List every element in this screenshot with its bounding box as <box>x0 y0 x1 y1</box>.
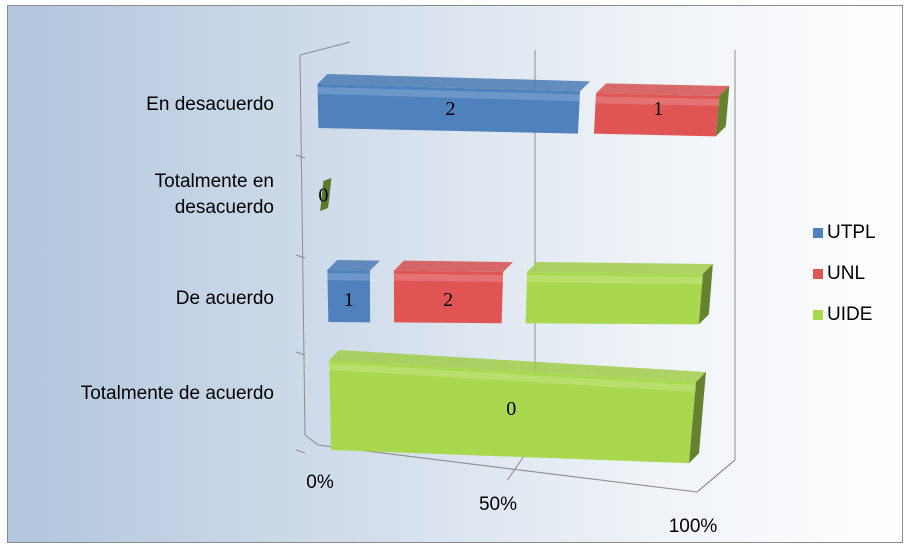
bar-segment-uide-totalmente-en-desacuerdo <box>320 178 332 211</box>
x-tick-50: 50% <box>479 494 517 515</box>
x-tick-labels: 0% 50% 100% <box>306 472 717 537</box>
data-label-utpl-en-desacuerdo: 2 <box>445 98 455 120</box>
bar-segment-utpl-en-desacuerdo <box>317 84 581 134</box>
category-label-totalmente-de-acuerdo: Totalmente de acuerdo <box>81 383 274 404</box>
legend-label-utpl: UTPL <box>827 222 876 243</box>
category-labels: En desacuerdo Totalmente en desacuerdo De a… <box>81 94 274 404</box>
bar-top-uide-de-acuerdo <box>527 262 713 274</box>
bar-segment-unl-de-acuerdo <box>393 270 504 324</box>
legend-swatch-utpl <box>813 228 823 238</box>
legend-label-unl: UNL <box>827 263 865 284</box>
bar-end-totalmente-de-acuerdo <box>689 372 706 464</box>
x-tick-100: 100% <box>669 516 718 537</box>
bar-top-unl-de-acuerdo <box>393 260 514 272</box>
bar-highlight-uide-totalmente-de-acuerdo <box>329 363 696 392</box>
data-label-uide-totalmente-en-desacuerdo: 0 <box>318 185 328 207</box>
legend-swatch-unl <box>813 269 823 279</box>
bar-group-totalmente-de-acuerdo <box>329 350 706 464</box>
bar-segment-unl-en-desacuerdo <box>593 93 720 137</box>
bar-segment-uide-de-acuerdo <box>525 272 703 325</box>
bar-highlight-unl-de-acuerdo <box>393 273 504 282</box>
bar-top-utpl-en-desacuerdo <box>317 74 591 92</box>
bar-segment-uide-totalmente-de-acuerdo <box>329 360 696 464</box>
bar-highlight-utpl-en-desacuerdo <box>317 87 581 102</box>
data-label-utpl-de-acuerdo: 1 <box>344 289 354 311</box>
bar-top-uide-totalmente-de-acuerdo <box>329 350 706 382</box>
data-label-uide-totalmente-de-acuerdo: 0 <box>506 398 516 420</box>
category-label-en-desacuerdo: En desacuerdo <box>146 94 274 115</box>
bar-group-en-desacuerdo <box>317 74 730 137</box>
bar-group-totalmente-en-desacuerdo <box>320 178 332 211</box>
data-label-unl-en-desacuerdo: 1 <box>653 98 663 120</box>
category-label-totalmente-en-desacuerdo: Totalmente en desacuerdo <box>155 171 274 218</box>
bar-highlight-utpl-de-acuerdo <box>327 273 370 281</box>
x-tick-0: 0% <box>306 472 334 493</box>
data-label-unl-de-acuerdo: 2 <box>443 289 453 311</box>
legend-label-uide: UIDE <box>827 304 872 325</box>
bar-segment-utpl-de-acuerdo <box>327 270 371 323</box>
category-label-de-acuerdo: De acuerdo <box>176 288 274 309</box>
legend-swatch-uide <box>813 310 823 320</box>
bars: 2 1 0 1 2 0 <box>317 74 730 464</box>
bar-end-en-desacuerdo <box>715 86 730 137</box>
legend: UTPL UNL UIDE <box>813 222 876 325</box>
bar-top-unl-en-desacuerdo <box>596 83 730 96</box>
bar-end-de-acuerdo <box>698 264 713 325</box>
bar-group-de-acuerdo <box>327 260 713 325</box>
bar-highlight-unl-en-desacuerdo <box>596 96 720 106</box>
bar-highlight-uide-de-acuerdo <box>527 275 703 284</box>
bar-top-utpl-de-acuerdo <box>327 260 380 271</box>
